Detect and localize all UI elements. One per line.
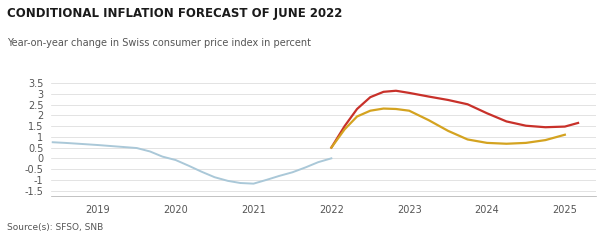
Text: Year-on-year change in Swiss consumer price index in percent: Year-on-year change in Swiss consumer pr…: [7, 38, 311, 48]
Text: CONDITIONAL INFLATION FORECAST OF JUNE 2022: CONDITIONAL INFLATION FORECAST OF JUNE 2…: [7, 7, 343, 20]
Text: Source(s): SFSO, SNB: Source(s): SFSO, SNB: [7, 223, 104, 232]
